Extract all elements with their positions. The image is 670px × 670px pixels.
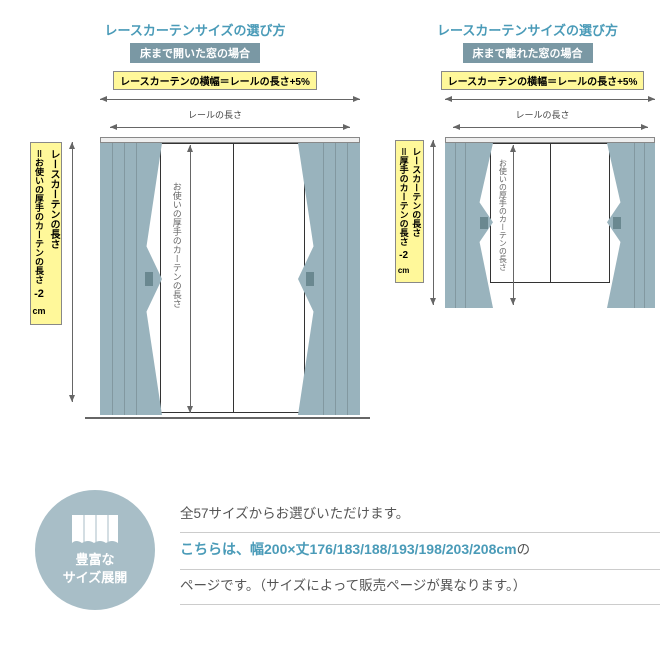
right-rail-label: レールの長さ [515, 110, 569, 120]
info-suffix: の [517, 542, 531, 557]
badge-line2: サイズ展開 [63, 569, 128, 587]
badge-line1: 豊富な [75, 551, 114, 569]
left-window [160, 143, 305, 413]
right-subtitle: 床まで離れた窓の場合 [463, 43, 593, 63]
left-v-yellow: レースカーテンの長さ ＝お使いの厚手のカーテンの長さ -2 cm [30, 142, 62, 325]
diagram-right: レースカーテンサイズの選び方 床まで離れた窓の場合 レースカーテンの横幅＝レール… [395, 20, 660, 337]
left-title: レースカーテンサイズの選び方 [30, 20, 360, 39]
info-line1: 全57サイズからお選びいただけます。 [180, 498, 660, 533]
curtain-icon [70, 513, 120, 545]
info-line3: ページです。（サイズによって販売ページが異なります。） [180, 570, 660, 605]
info-text: 全57サイズからお選びいただけます。 こちらは、幅200×丈176/183/18… [180, 498, 660, 605]
right-v-yellow: レースカーテンの長さ ＝厚手のカーテンの長さ -2 cm [395, 140, 424, 283]
info-highlight: こちらは、幅200×丈176/183/188/193/198/203/208cm [180, 541, 517, 557]
right-window [490, 143, 610, 283]
left-v-plain: お使いの厚手のカーテンの長さ [170, 182, 182, 308]
size-badge: 豊富な サイズ展開 [35, 490, 155, 610]
left-width-formula: レースカーテンの横幅＝レールの長さ+5% [113, 71, 317, 90]
left-rail-label: レールの長さ [188, 110, 242, 120]
right-v-plain: お使いの厚手のカーテンの長さ [497, 159, 507, 271]
diagram-left: レースカーテンサイズの選び方 床まで開いた窓の場合 レースカーテンの横幅＝レール… [30, 20, 360, 427]
right-title: レースカーテンサイズの選び方 [395, 20, 660, 39]
left-subtitle: 床まで開いた窓の場合 [130, 43, 260, 63]
right-width-formula: レースカーテンの横幅＝レールの長さ+5% [441, 71, 645, 90]
